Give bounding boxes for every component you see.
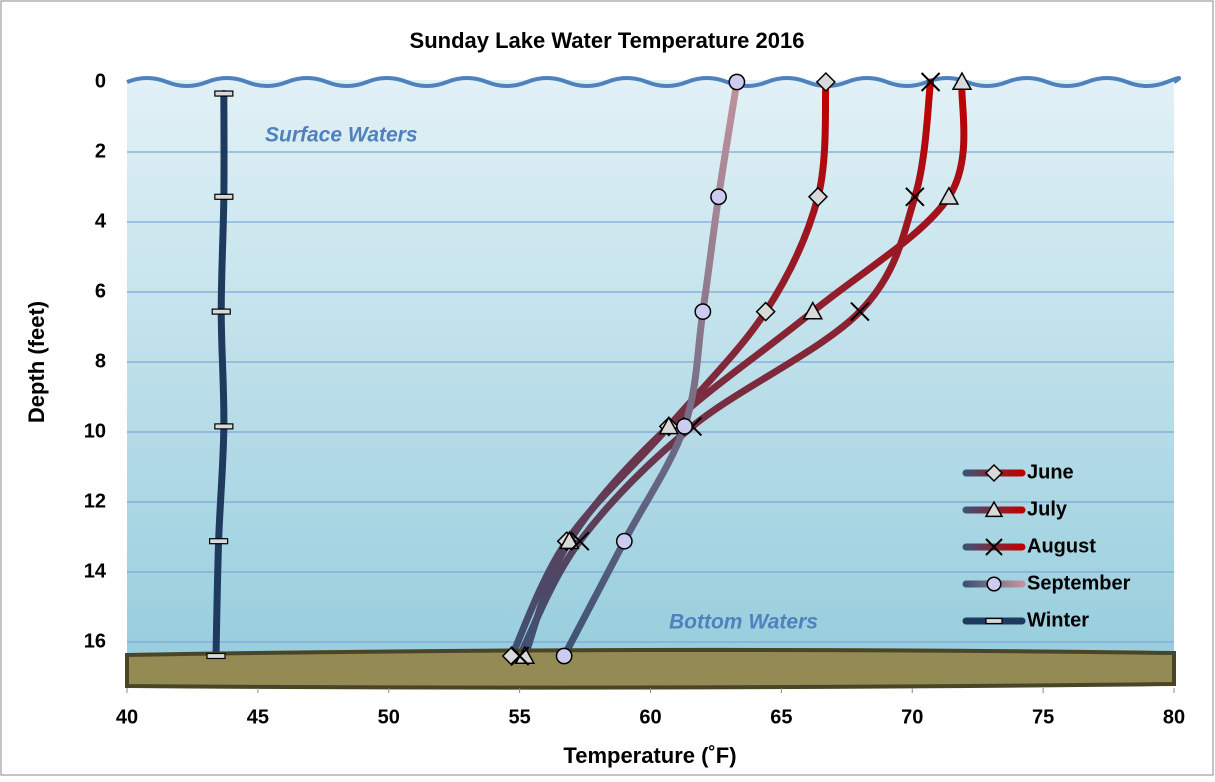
- x-tick-label: 55: [509, 706, 531, 728]
- marker: [555, 647, 573, 665]
- marker: [206, 652, 226, 660]
- series-line: [560, 78, 741, 660]
- marker: [214, 193, 234, 200]
- marker: [938, 186, 960, 205]
- marker: [710, 188, 727, 206]
- marker: [905, 187, 925, 207]
- marker: [850, 301, 870, 322]
- x-tick-label: 70: [901, 706, 923, 728]
- annotation: Bottom Waters: [669, 611, 818, 634]
- marker: [694, 303, 712, 321]
- marker: [509, 646, 530, 666]
- legend-label: September: [1027, 572, 1131, 594]
- legend-label: Winter: [1027, 609, 1089, 631]
- marker: [802, 301, 824, 320]
- y-tick-label: 10: [84, 420, 106, 442]
- y-tick-label: 8: [95, 350, 106, 372]
- series-line: [212, 90, 228, 660]
- lake-bottom: [125, 647, 1176, 690]
- x-tick-label: 40: [116, 706, 138, 728]
- y-tick-label: 12: [84, 490, 106, 512]
- y-tick-label: 2: [95, 140, 106, 162]
- marker: [807, 186, 829, 207]
- marker: [559, 530, 580, 550]
- y-axis-title: Depth (feet): [24, 301, 49, 423]
- marker: [214, 423, 234, 430]
- marker: [951, 71, 973, 90]
- y-tick-label: 14: [84, 560, 107, 582]
- x-tick-label: 50: [378, 706, 400, 728]
- water-surface: [126, 76, 1182, 88]
- marker: [920, 72, 941, 92]
- y-tick-label: 4: [95, 210, 107, 232]
- marker: [728, 73, 746, 91]
- marker: [658, 415, 680, 435]
- marker: [815, 71, 836, 93]
- marker: [755, 301, 776, 322]
- marker: [570, 531, 590, 551]
- marker: [985, 617, 1003, 625]
- marker: [676, 418, 693, 435]
- marker: [615, 532, 633, 550]
- annotation: Surface Waters: [265, 124, 418, 147]
- marker: [986, 576, 1002, 592]
- marker: [214, 90, 234, 97]
- marker: [984, 463, 1004, 483]
- x-tick-label: 75: [1032, 706, 1054, 728]
- marker: [984, 500, 1004, 518]
- legend-label: August: [1027, 535, 1096, 557]
- x-tick-label: 60: [639, 706, 661, 728]
- y-tick-label: 0: [95, 70, 106, 92]
- marker: [211, 308, 231, 315]
- y-tick-label: 6: [95, 280, 106, 302]
- legend-label: July: [1027, 498, 1068, 520]
- x-tick-label: 65: [770, 706, 792, 728]
- marker: [985, 538, 1003, 556]
- y-tick-label: 16: [84, 630, 106, 652]
- x-tick-label: 45: [247, 706, 269, 728]
- chart-title: Sunday Lake Water Temperature 2016: [410, 28, 805, 53]
- x-tick-label: 80: [1163, 706, 1185, 728]
- marker: [209, 538, 229, 545]
- legend-label: June: [1027, 461, 1074, 483]
- x-axis-title: Temperature (˚F): [563, 743, 736, 768]
